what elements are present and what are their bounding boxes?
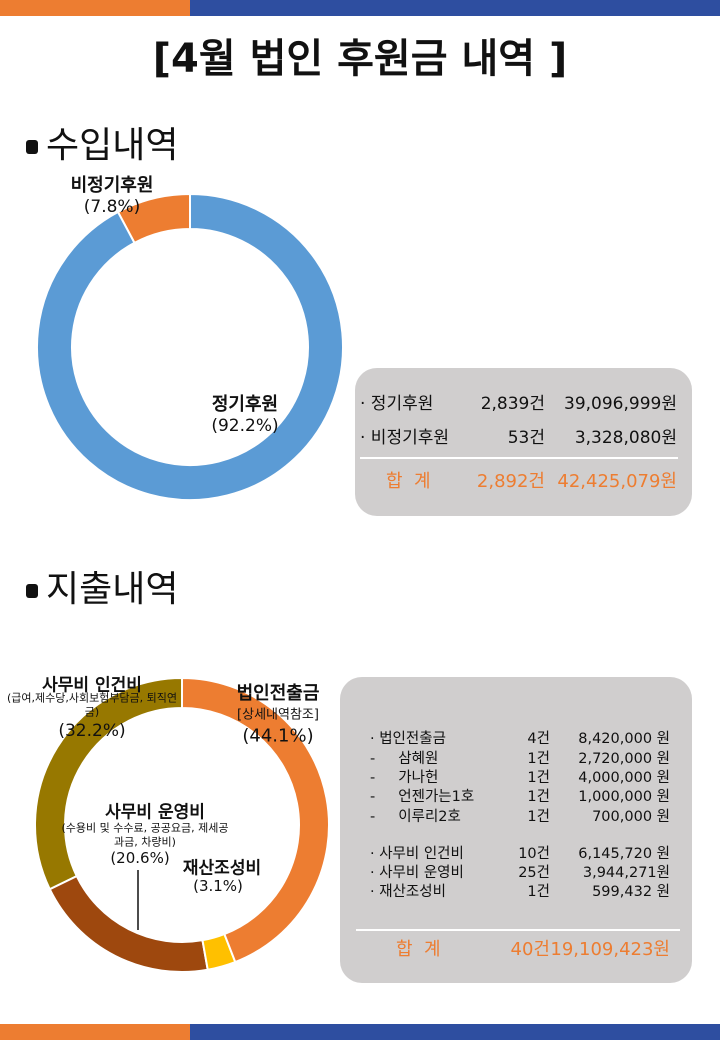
table-cell: 1건 bbox=[527, 884, 550, 900]
table-cell: - 언젠가는1호 bbox=[370, 789, 475, 805]
slice-label: 재산조성비 bbox=[182, 858, 262, 879]
table-cell: · 사무비 운영비 bbox=[370, 865, 464, 881]
table-cell: 2,839건 bbox=[480, 394, 545, 414]
slice-value-label: (32.2%) bbox=[58, 721, 126, 741]
slice-label: 사무비 운영비 bbox=[105, 802, 205, 823]
table-cell: - 이루리2호 bbox=[370, 809, 461, 825]
table-cell: 25건 bbox=[518, 865, 550, 881]
table-cell: 1건 bbox=[527, 809, 550, 825]
table-cell: 10건 bbox=[518, 846, 550, 862]
table-cell: 3,944,271원 bbox=[582, 865, 670, 881]
table-cell: 2,720,000 원 bbox=[578, 751, 670, 767]
slice-value-label: (92.2%) bbox=[211, 416, 279, 436]
separator bbox=[356, 929, 680, 931]
table-cell: - 삼혜원 bbox=[370, 751, 439, 767]
table-cell: 53건 bbox=[507, 428, 545, 448]
page-title: [4월 법인 후원금 내역 ] bbox=[152, 36, 568, 82]
slice-label: 사무비 인건비 bbox=[42, 675, 142, 696]
table-cell: · 재산조성비 bbox=[370, 884, 446, 900]
total-cell: 합 계 bbox=[386, 471, 431, 492]
slice-note: [상세내역참조] bbox=[237, 707, 319, 723]
section-title: 수입내역 bbox=[26, 116, 178, 168]
table-cell: 8,420,000 원 bbox=[578, 731, 670, 747]
table-cell: 1건 bbox=[527, 789, 550, 805]
top-bar-blue bbox=[190, 0, 720, 16]
total-cell: 19,109,423원 bbox=[550, 939, 670, 960]
slice-value-label: (3.1%) bbox=[193, 877, 243, 895]
table-cell: 1건 bbox=[527, 751, 550, 767]
table-cell: 1건 bbox=[527, 770, 550, 786]
slice-label: 비정기후원 bbox=[70, 175, 154, 196]
table-cell: 39,096,999원 bbox=[564, 394, 677, 414]
bottom-bar-orange bbox=[0, 1024, 190, 1040]
section-title: 지출내역 bbox=[26, 560, 178, 612]
table-cell: 1,000,000 원 bbox=[578, 789, 670, 805]
table-cell: 6,145,720 원 bbox=[578, 846, 670, 862]
donut-slice bbox=[181, 676, 330, 964]
slice-label: 법인전출금 bbox=[236, 683, 320, 704]
bottom-bar-blue bbox=[190, 1024, 720, 1040]
table-cell: 4,000,000 원 bbox=[578, 770, 670, 786]
table-cell: 700,000 원 bbox=[592, 809, 670, 825]
table-cell: · 정기후원 bbox=[360, 394, 434, 414]
donut-slice bbox=[36, 192, 344, 501]
top-bar-orange bbox=[0, 0, 190, 16]
table-cell: · 비정기후원 bbox=[360, 428, 450, 448]
total-cell: 합 계 bbox=[396, 939, 441, 960]
slice-label: 정기후원 bbox=[211, 394, 279, 415]
slice-value-label: (20.6%) bbox=[110, 849, 170, 867]
slice-value-label: (44.1%) bbox=[242, 725, 314, 747]
slice-value-label: (7.8%) bbox=[83, 197, 141, 217]
table-cell: 4건 bbox=[527, 731, 550, 747]
donut-slice bbox=[48, 874, 209, 973]
slice-note: (수용비 및 수수료, 공공요금, 제세공과금, 차량비) bbox=[61, 821, 229, 849]
table-cell: 599,432 원 bbox=[592, 884, 670, 900]
table-cell: - 가나헌 bbox=[370, 770, 439, 786]
total-cell: 2,892건 bbox=[476, 471, 545, 492]
separator bbox=[360, 457, 678, 459]
table-cell: · 법인전출금 bbox=[370, 731, 446, 747]
table-cell: 3,328,080원 bbox=[574, 428, 677, 448]
total-cell: 42,425,079원 bbox=[557, 471, 677, 492]
income-box bbox=[355, 368, 692, 516]
table-cell: · 사무비 인건비 bbox=[370, 846, 464, 862]
total-cell: 40건 bbox=[510, 939, 550, 960]
expense-box bbox=[340, 677, 692, 983]
slice-note: (급여,제수당,사회보험부담금, 퇴직연금) bbox=[6, 691, 178, 719]
